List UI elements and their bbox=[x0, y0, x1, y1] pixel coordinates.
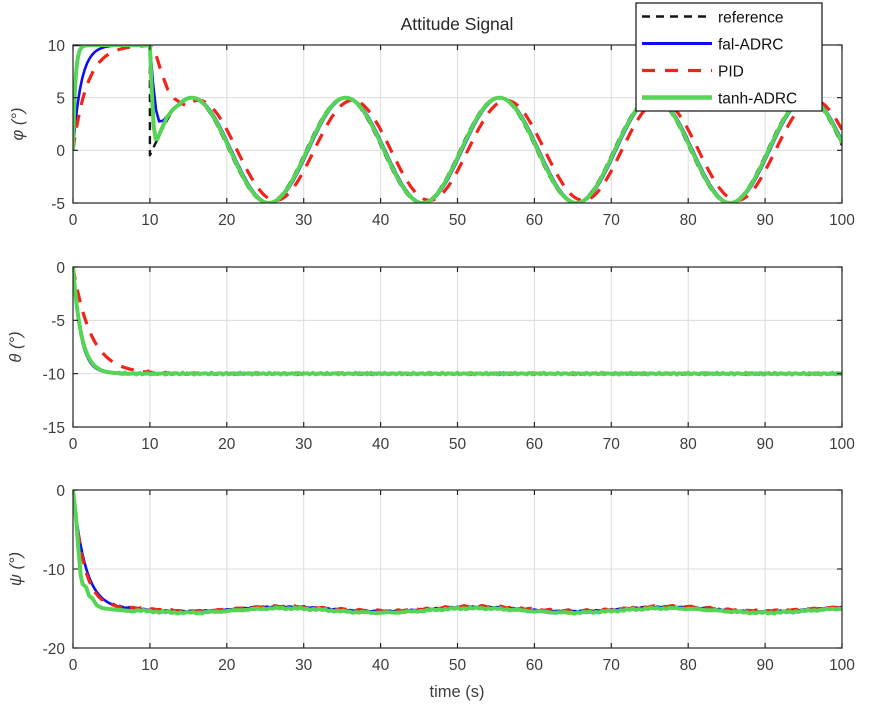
x-tick-label: 0 bbox=[69, 212, 78, 229]
x-tick-label: 60 bbox=[526, 212, 544, 229]
x-tick-label: 10 bbox=[141, 212, 159, 229]
series-group bbox=[73, 267, 842, 377]
series-tanh-ADRC bbox=[73, 267, 842, 377]
legend-label-fal-ADRC: fal-ADRC bbox=[718, 36, 783, 53]
x-tick-label: 70 bbox=[603, 657, 621, 674]
x-tick-label: 100 bbox=[829, 436, 855, 453]
y-tick-label: -10 bbox=[43, 562, 66, 579]
legend-label-PID: PID bbox=[718, 63, 744, 80]
x-tick-label: 10 bbox=[141, 436, 159, 453]
x-tick-label: 0 bbox=[69, 436, 78, 453]
y-tick-label: -20 bbox=[43, 641, 66, 658]
series-group bbox=[73, 490, 842, 616]
x-tick-label: 100 bbox=[829, 212, 855, 229]
y-tick-label: 5 bbox=[56, 91, 65, 108]
x-tick-label: 30 bbox=[295, 657, 313, 674]
y-tick-label: 0 bbox=[56, 260, 65, 277]
legend-box bbox=[635, 2, 823, 112]
x-tick-label: 90 bbox=[756, 657, 774, 674]
y-tick-label: -15 bbox=[43, 420, 65, 437]
psi-axis-label: ψ (°) bbox=[7, 552, 25, 586]
x-tick-label: 0 bbox=[69, 657, 78, 674]
time-axis-label: time (s) bbox=[430, 683, 485, 701]
x-tick-label: 70 bbox=[603, 436, 621, 453]
series-tanh-ADRC bbox=[73, 490, 842, 616]
x-tick-label: 90 bbox=[756, 436, 774, 453]
x-tick-label: 100 bbox=[829, 657, 855, 674]
x-tick-label: 40 bbox=[372, 657, 390, 674]
theta-axis-label: θ (°) bbox=[7, 331, 25, 362]
x-tick-label: 30 bbox=[295, 436, 313, 453]
legend: reference fal-ADRC PID tanh-ADRC bbox=[635, 2, 823, 112]
y-tick-label: -5 bbox=[51, 313, 65, 330]
x-tick-label: 20 bbox=[218, 436, 236, 453]
x-tick-label: 60 bbox=[526, 657, 544, 674]
x-tick-label: 50 bbox=[449, 657, 467, 674]
legend-label-tanh-ADRC: tanh-ADRC bbox=[718, 90, 797, 107]
legend-label-reference: reference bbox=[718, 9, 783, 26]
x-tick-label: 80 bbox=[680, 657, 698, 674]
y-tick-label: 10 bbox=[48, 38, 66, 55]
x-tick-label: 80 bbox=[680, 212, 698, 229]
x-tick-label: 50 bbox=[449, 212, 467, 229]
x-tick-label: 10 bbox=[141, 657, 159, 674]
subplot-2: 0 10 20 30 40 50 60 70 80 90 100 -20 -10 0 bbox=[43, 483, 856, 674]
x-tick-label: 20 bbox=[218, 657, 236, 674]
x-tick-label: 50 bbox=[449, 436, 467, 453]
chart-title: Attitude Signal bbox=[401, 14, 514, 34]
x-tick-label: 60 bbox=[526, 436, 544, 453]
x-tick-label: 40 bbox=[372, 212, 390, 229]
series-PID bbox=[73, 45, 842, 202]
x-tick-label: 40 bbox=[372, 436, 390, 453]
x-tick-label: 90 bbox=[756, 212, 774, 229]
y-tick-label: -5 bbox=[51, 196, 65, 213]
y-tick-label: 0 bbox=[56, 143, 65, 160]
x-tick-label: 70 bbox=[603, 212, 621, 229]
x-tick-label: 30 bbox=[295, 212, 313, 229]
y-tick-label: -10 bbox=[43, 367, 66, 384]
x-tick-label: 20 bbox=[218, 212, 236, 229]
subplot-1: 0 10 20 30 40 50 60 70 80 90 100 -15 -10 -5 0 bbox=[43, 260, 856, 453]
phi-axis-label: φ (°) bbox=[9, 108, 27, 141]
y-tick-label: 0 bbox=[56, 483, 65, 500]
x-tick-label: 80 bbox=[680, 436, 698, 453]
